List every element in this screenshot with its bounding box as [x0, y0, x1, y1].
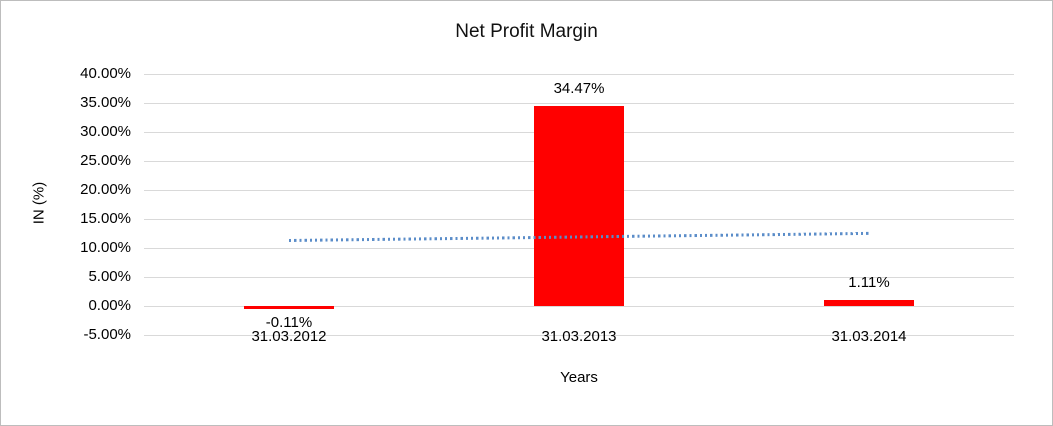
bar-31.03.2014 — [824, 299, 914, 306]
x-axis-tick-label: 31.03.2014 — [831, 328, 907, 345]
y-axis-tick-label: 35.00% — [80, 94, 131, 111]
y-axis-tick-label: 25.00% — [80, 152, 131, 169]
y-axis-tick-label: -5.00% — [83, 326, 131, 343]
bar-31.03.2012 — [244, 306, 334, 309]
y-axis-tick-label: 0.00% — [88, 297, 131, 314]
y-axis-tick-label: 30.00% — [80, 123, 131, 140]
gridline — [144, 334, 1014, 336]
gridline — [144, 102, 1014, 104]
y-axis-tick-label: 20.00% — [80, 181, 131, 198]
gridline — [144, 305, 1014, 307]
data-label: 1.11% — [848, 273, 890, 291]
y-axis-tick-label: 15.00% — [80, 210, 131, 227]
x-axis-tick-label: 31.03.2012 — [251, 328, 327, 345]
bar-31.03.2013 — [534, 106, 624, 306]
x-axis-tick-label: 31.03.2013 — [541, 328, 617, 345]
gridline — [144, 73, 1014, 75]
x-axis-title: Years — [560, 369, 598, 386]
y-axis-tick-label: 10.00% — [80, 239, 131, 256]
y-axis-tick-label: 40.00% — [80, 65, 131, 82]
data-label: -0.11% — [265, 313, 313, 331]
y-axis-tick-label: 5.00% — [88, 268, 131, 285]
chart-title: Net Profit Margin — [455, 21, 598, 42]
data-label: 34.47% — [553, 80, 605, 98]
